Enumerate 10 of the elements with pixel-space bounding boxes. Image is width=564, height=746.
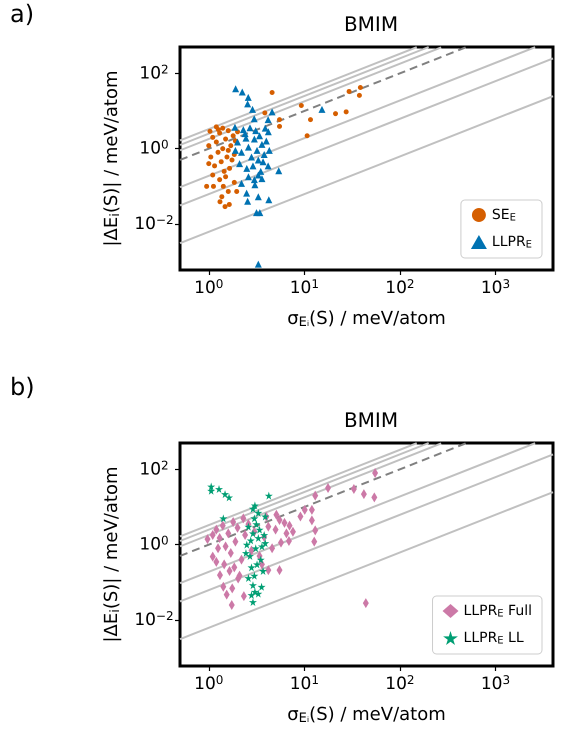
text: a)	[10, 0, 34, 28]
text: b)	[10, 373, 35, 401]
chart-title: BMIM	[344, 408, 398, 432]
legend-label: LLPRE	[492, 234, 532, 250]
chart-title: BMIM	[344, 12, 398, 36]
y-axis-title: |ΔEi(S)| / meV/atom	[101, 466, 123, 643]
y-axis-title: |ΔEi(S)| / meV/atom	[101, 70, 123, 247]
legend-label: SEE	[492, 207, 516, 224]
legend-label: LLPRE LL	[464, 630, 524, 646]
legend-label: LLPRE Full	[464, 603, 532, 620]
